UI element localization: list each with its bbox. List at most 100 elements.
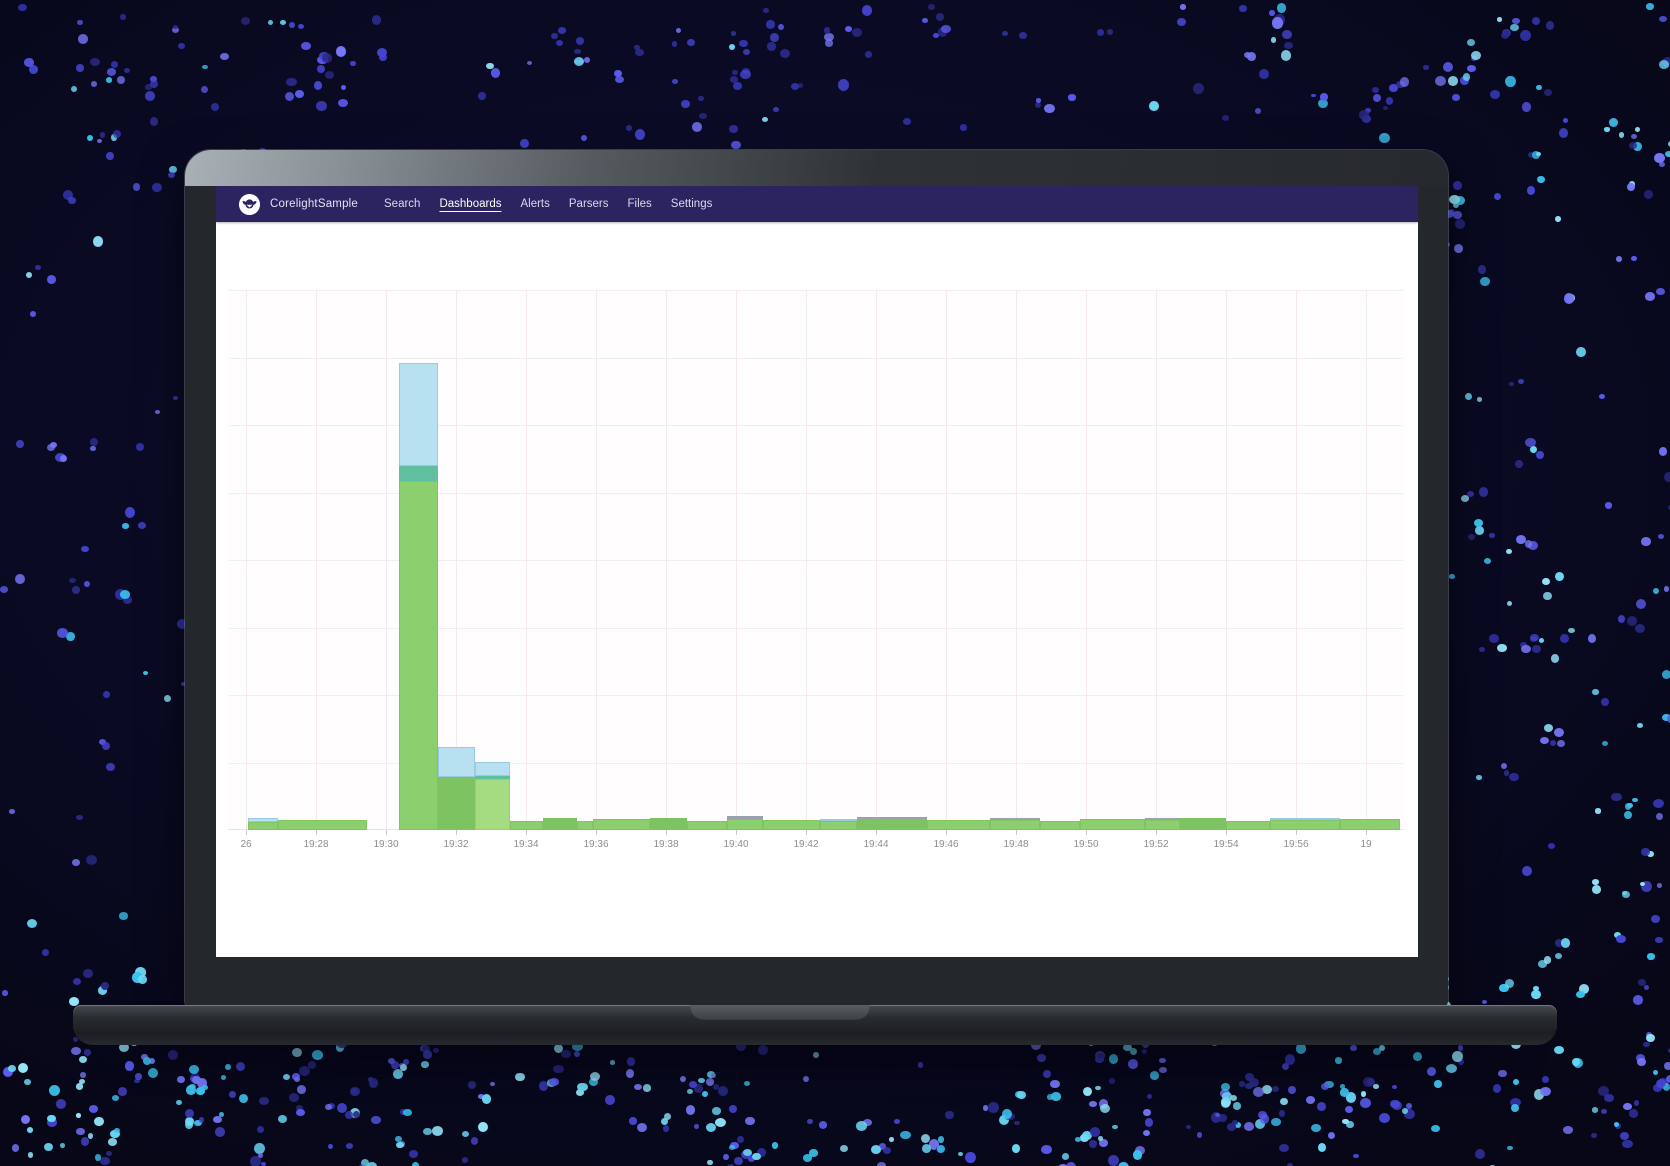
particle-dot xyxy=(1107,1155,1119,1166)
histogram-bar[interactable] xyxy=(1040,821,1080,830)
particle-dot xyxy=(1554,939,1563,947)
nav-item-parsers[interactable]: Parsers xyxy=(568,198,609,210)
histogram-bar[interactable] xyxy=(438,747,475,830)
particle-dot xyxy=(1317,1102,1326,1111)
particle-dot xyxy=(75,1083,84,1090)
v-gridline xyxy=(1156,290,1157,830)
particle-dot xyxy=(163,694,172,703)
particle-dot xyxy=(1653,587,1659,594)
particle-dot xyxy=(478,1093,484,1099)
histogram-bar[interactable] xyxy=(543,818,577,830)
histogram-bar[interactable] xyxy=(1180,818,1226,830)
particle-dot xyxy=(745,1116,756,1126)
corelight-bat-logo-icon[interactable] xyxy=(238,193,261,216)
histogram-bar[interactable] xyxy=(1226,821,1270,830)
particle-dot xyxy=(577,1082,588,1092)
histogram-bar[interactable] xyxy=(650,818,687,830)
particle-dot xyxy=(180,681,186,686)
particle-dot xyxy=(1226,1123,1237,1132)
h-gridline xyxy=(228,290,1404,291)
histogram-bar[interactable] xyxy=(763,820,820,830)
particle-dot xyxy=(63,190,74,201)
particle-dot xyxy=(117,1086,128,1096)
h-gridline xyxy=(228,695,1404,696)
nav-item-files[interactable]: Files xyxy=(627,198,652,210)
particle-dot xyxy=(629,1117,637,1125)
particle-dot xyxy=(1280,1097,1288,1105)
particle-dot xyxy=(1011,1143,1021,1154)
particle-dot xyxy=(605,1094,615,1105)
particle-dot xyxy=(29,65,38,75)
particle-dot xyxy=(105,77,112,83)
particle-dot xyxy=(76,814,84,821)
particle-dot xyxy=(102,742,110,750)
particle-dot xyxy=(1654,936,1663,944)
particle-dot xyxy=(625,1069,635,1078)
particle-dot xyxy=(352,1110,360,1119)
particle-dot xyxy=(462,1157,468,1163)
v-gridline xyxy=(386,290,387,830)
particle-dot xyxy=(928,3,935,10)
brand-label[interactable]: CorelightSample xyxy=(270,198,359,210)
particle-dot xyxy=(1443,209,1454,218)
histogram-bar[interactable] xyxy=(1270,818,1340,830)
particle-dot xyxy=(1540,1087,1551,1096)
particle-dot xyxy=(189,1083,197,1090)
nav-item-search[interactable]: Search xyxy=(384,198,421,210)
particle-dot xyxy=(1599,393,1605,399)
nav-item-dashboards[interactable]: Dashboards xyxy=(439,198,502,210)
particle-dot xyxy=(747,1155,756,1163)
particle-dot xyxy=(1474,526,1485,536)
histogram-bar[interactable] xyxy=(990,818,1040,830)
histogram-bar[interactable] xyxy=(577,821,593,830)
histogram-bar[interactable] xyxy=(510,821,543,830)
particle-dot xyxy=(1014,1120,1020,1126)
histogram-bar[interactable] xyxy=(687,821,727,830)
particle-dot xyxy=(49,1084,61,1096)
particle-dot xyxy=(902,118,911,125)
histogram-bar[interactable] xyxy=(727,816,763,830)
particle-dot xyxy=(316,101,327,112)
particle-dot xyxy=(1663,471,1670,482)
particle-dot xyxy=(877,1161,886,1166)
particle-dot xyxy=(1279,1144,1290,1153)
histogram-bar[interactable] xyxy=(927,820,990,830)
histogram-bar[interactable] xyxy=(593,819,650,830)
nav-item-settings[interactable]: Settings xyxy=(670,198,713,210)
particle-dot xyxy=(743,1080,751,1086)
particle-dot xyxy=(1342,1118,1350,1125)
particle-dot xyxy=(1083,1087,1093,1097)
particle-dot xyxy=(1600,698,1609,707)
histogram-bar[interactable] xyxy=(1145,818,1180,830)
particle-dot xyxy=(1159,1067,1168,1074)
particle-dot xyxy=(1453,244,1464,254)
histogram-bar[interactable] xyxy=(475,762,510,830)
particle-dot xyxy=(267,20,274,26)
top-navbar: CorelightSample Search Dashboards Alerts Pa… xyxy=(216,186,1418,222)
histogram-bar[interactable] xyxy=(1080,819,1145,830)
particle-dot xyxy=(1061,1153,1070,1161)
particle-dot xyxy=(124,507,135,519)
particle-dot xyxy=(808,1148,819,1157)
particle-dot xyxy=(150,76,157,82)
histogram-bar[interactable] xyxy=(857,817,927,830)
histogram-bar[interactable] xyxy=(399,363,438,830)
particle-dot xyxy=(1604,502,1612,509)
particle-dot xyxy=(732,69,738,76)
particle-dot xyxy=(729,75,739,84)
histogram-bar[interactable] xyxy=(820,819,857,830)
histogram-bar[interactable] xyxy=(1340,819,1400,830)
particle-dot xyxy=(823,32,835,42)
particle-dot xyxy=(1489,533,1495,538)
particle-dot xyxy=(1555,216,1561,223)
particle-dot xyxy=(258,1096,270,1106)
histogram-bar[interactable] xyxy=(278,820,367,830)
x-tick xyxy=(946,830,947,835)
particle-dot xyxy=(279,20,287,26)
particle-dot xyxy=(767,42,777,51)
nav-item-alerts[interactable]: Alerts xyxy=(520,198,550,210)
histogram-bar[interactable] xyxy=(248,818,278,830)
particle-dot xyxy=(337,99,348,108)
particle-dot xyxy=(283,1073,290,1080)
v-gridline xyxy=(526,290,527,830)
